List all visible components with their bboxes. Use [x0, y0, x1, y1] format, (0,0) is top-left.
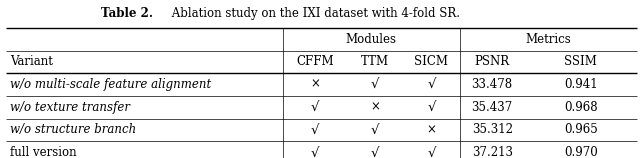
Text: Modules: Modules: [346, 33, 397, 46]
Text: SICM: SICM: [414, 55, 449, 68]
Text: SSIM: SSIM: [564, 55, 597, 68]
Text: √: √: [427, 78, 436, 91]
Text: √: √: [371, 78, 380, 91]
Text: 0.970: 0.970: [564, 146, 598, 158]
Text: Table 2.: Table 2.: [101, 7, 153, 20]
Text: √: √: [310, 100, 319, 114]
Text: 33.478: 33.478: [472, 78, 513, 91]
Text: Ablation study on the IXI dataset with 4-fold SR.: Ablation study on the IXI dataset with 4…: [168, 7, 460, 20]
Text: √: √: [310, 123, 319, 137]
Text: 35.437: 35.437: [472, 100, 513, 114]
Text: 0.968: 0.968: [564, 100, 598, 114]
Text: √: √: [427, 146, 436, 158]
Text: ×: ×: [370, 100, 380, 114]
Text: w/o structure branch: w/o structure branch: [10, 123, 136, 137]
Text: ×: ×: [426, 123, 436, 137]
Text: CFFM: CFFM: [296, 55, 333, 68]
Text: 35.312: 35.312: [472, 123, 513, 137]
Text: PSNR: PSNR: [475, 55, 509, 68]
Text: 37.213: 37.213: [472, 146, 513, 158]
Text: full version: full version: [10, 146, 77, 158]
Text: Variant: Variant: [10, 55, 53, 68]
Text: √: √: [427, 100, 436, 114]
Text: 0.965: 0.965: [564, 123, 598, 137]
Text: √: √: [310, 146, 319, 158]
Text: w/o multi-scale feature alignment: w/o multi-scale feature alignment: [10, 78, 211, 91]
Text: TTM: TTM: [361, 55, 389, 68]
Text: √: √: [371, 146, 380, 158]
Text: ×: ×: [310, 78, 320, 91]
Text: 0.941: 0.941: [564, 78, 598, 91]
Text: Metrics: Metrics: [525, 33, 571, 46]
Text: √: √: [371, 123, 380, 137]
Text: w/o texture transfer: w/o texture transfer: [10, 100, 131, 114]
